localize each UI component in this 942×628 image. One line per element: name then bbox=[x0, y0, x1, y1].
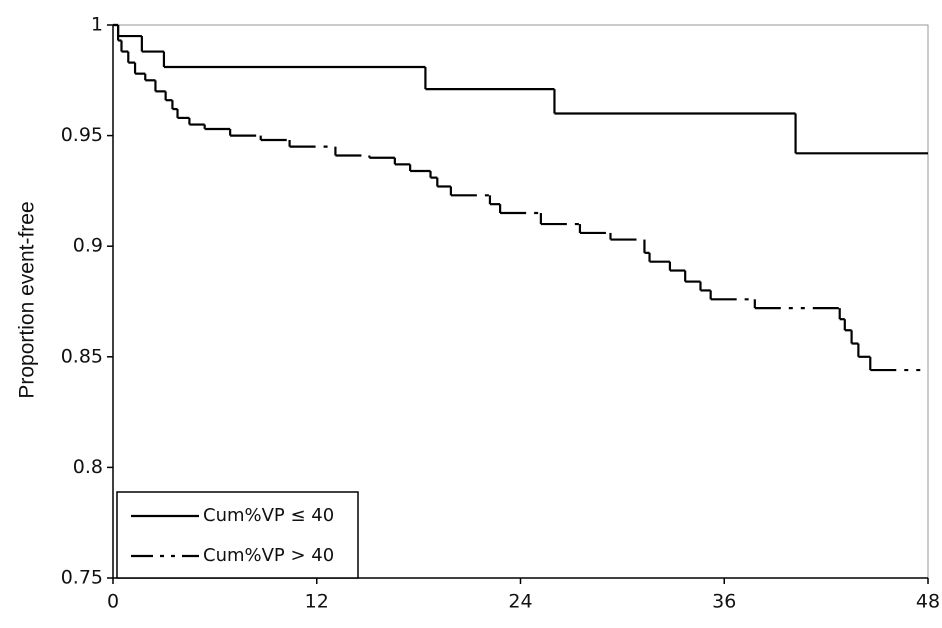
x-tick-label: 0 bbox=[107, 591, 119, 613]
legend-label: Cum%VP ≤ 40 bbox=[203, 505, 334, 526]
y-tick-label: 0.85 bbox=[61, 345, 103, 367]
x-tick-label: 12 bbox=[305, 591, 329, 613]
y-tick-label: 0.75 bbox=[61, 567, 103, 589]
y-tick-label: 0.8 bbox=[73, 456, 103, 478]
y-axis-label: Proportion event-free bbox=[16, 201, 39, 398]
legend-label: Cum%VP > 40 bbox=[203, 545, 334, 566]
x-tick-label: 24 bbox=[508, 591, 532, 613]
legend: Cum%VP ≤ 40 Cum%VP > 40 bbox=[116, 491, 359, 579]
y-tick-label: 0.95 bbox=[61, 124, 103, 146]
y-tick-label: 0.9 bbox=[73, 235, 103, 257]
y-tick-label: 1 bbox=[91, 14, 103, 36]
legend-box bbox=[116, 491, 359, 579]
x-tick-label: 48 bbox=[916, 591, 940, 613]
x-tick-label: 36 bbox=[712, 591, 736, 613]
